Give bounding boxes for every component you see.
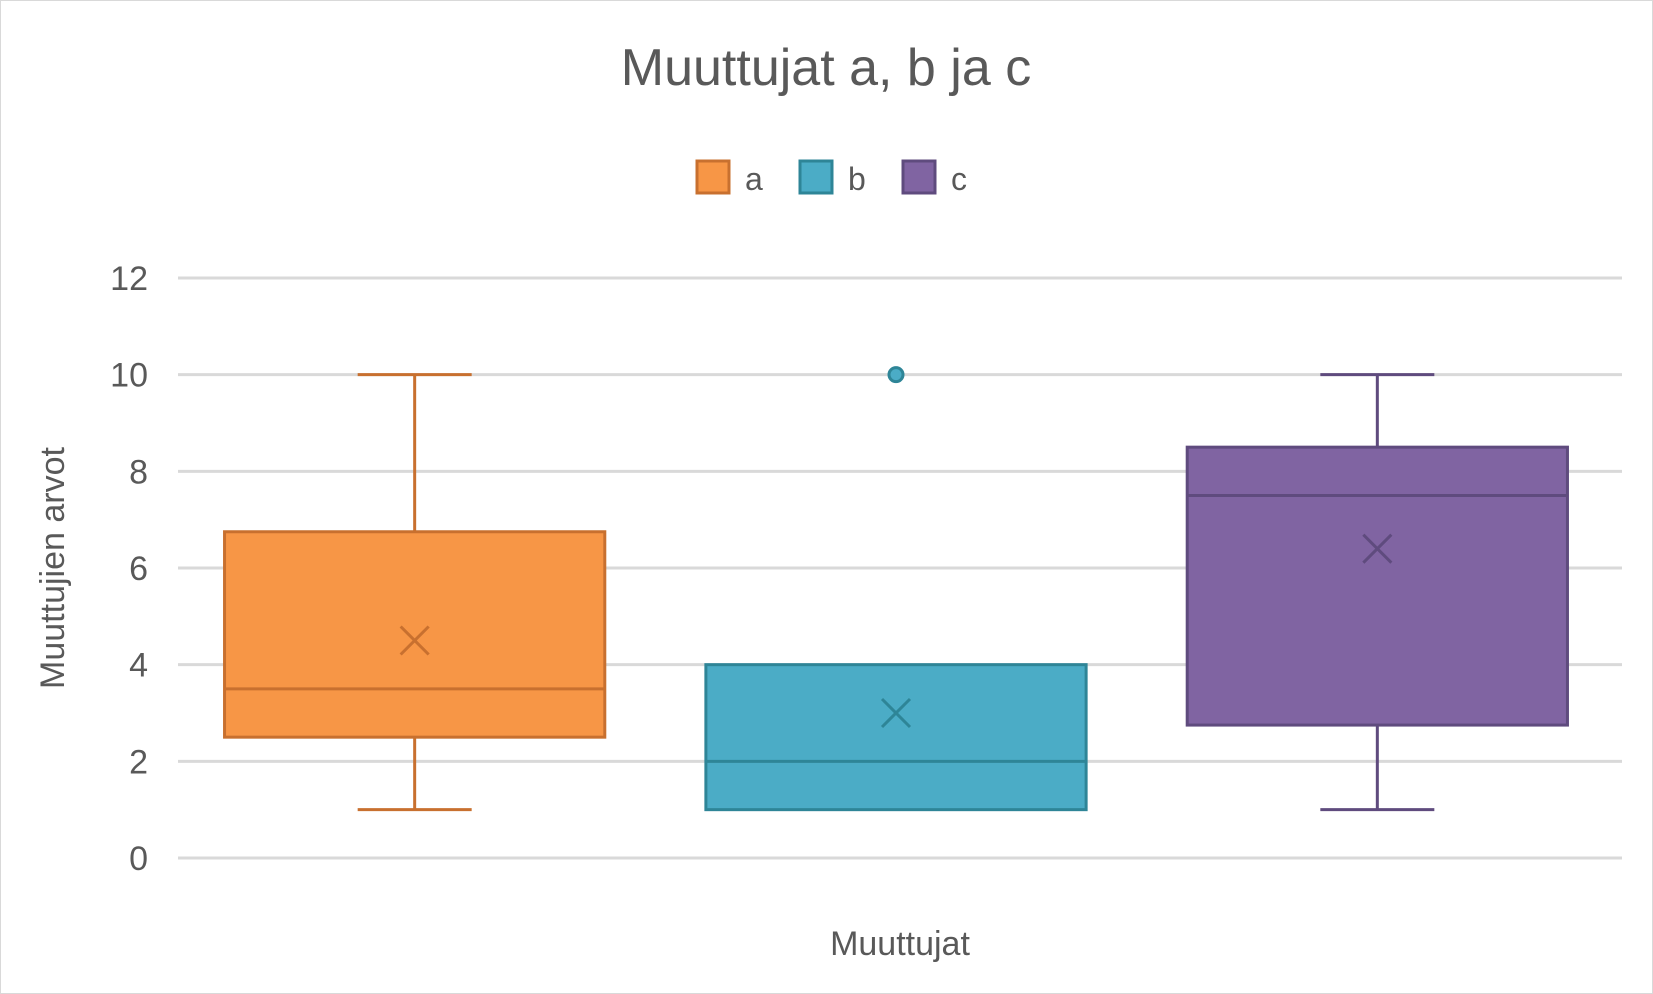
y-axis-title: Muuttujien arvot (34, 446, 72, 688)
y-tick-label: 6 (129, 550, 148, 588)
legend-label-b: b (848, 161, 866, 197)
y-tick-label: 2 (129, 743, 148, 781)
box-c (1185, 373, 1569, 812)
box-b (704, 366, 1088, 812)
box-iqr (223, 530, 607, 739)
outlier-point (887, 366, 905, 384)
mean-marker (399, 625, 430, 656)
x-axis-title: Muuttujat (830, 925, 970, 963)
legend-label-a: a (745, 161, 763, 197)
legend-label-c: c (951, 161, 967, 197)
y-tick-label: 12 (110, 260, 148, 298)
y-tick-label: 10 (110, 357, 148, 395)
y-tick-label: 8 (129, 453, 148, 491)
box-iqr (704, 663, 1088, 812)
mean-marker (880, 697, 912, 729)
y-tick-label: 4 (129, 647, 148, 685)
legend-swatch-c (901, 159, 937, 195)
chart-title: Muuttujat a, b ja c (621, 39, 1031, 97)
legend-swatch-a (695, 159, 731, 195)
box-iqr (1185, 445, 1569, 727)
mean-marker (1362, 533, 1393, 564)
box-series (223, 366, 1569, 812)
box-a (223, 373, 607, 812)
y-axis-ticks: 0 2 4 6 8 10 12 (110, 260, 148, 878)
legend: a b c (695, 159, 967, 197)
legend-swatch-b (798, 159, 834, 195)
y-tick-label: 0 (129, 840, 148, 878)
